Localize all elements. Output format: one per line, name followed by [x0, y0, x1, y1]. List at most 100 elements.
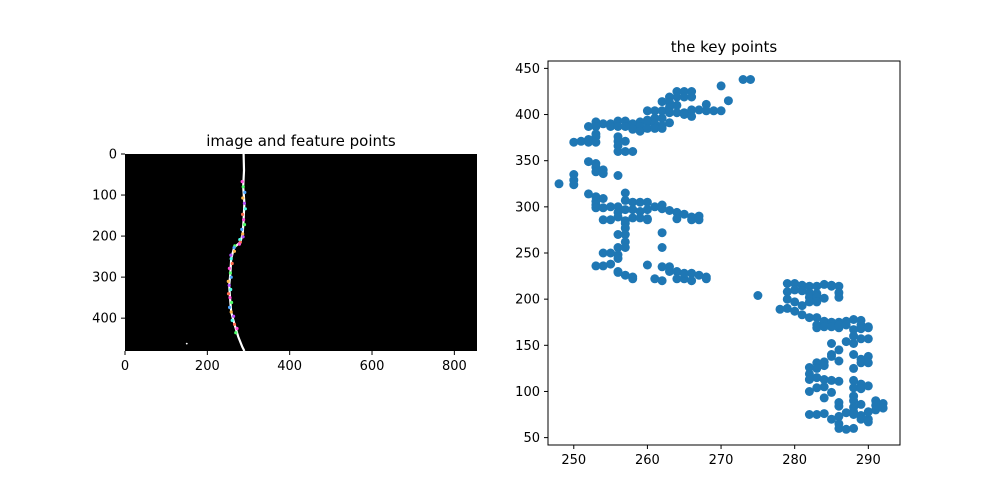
- feature-point: [230, 261, 234, 266]
- scatter-y-tick-label: 100: [515, 385, 540, 400]
- key-point: [620, 270, 630, 280]
- key-point: [613, 254, 623, 263]
- key-point: [723, 96, 733, 106]
- key-point: [775, 304, 785, 314]
- key-point: [782, 303, 792, 313]
- scatter-y-ticks: 50 100 150 200 250 300 350 400 450: [515, 62, 548, 446]
- key-point: [878, 403, 888, 413]
- key-point: [701, 106, 711, 116]
- key-point: [812, 383, 822, 393]
- key-point: [672, 267, 682, 276]
- key-point: [620, 205, 630, 215]
- key-point: [797, 310, 807, 320]
- key-point: [819, 409, 829, 419]
- key-point: [657, 243, 667, 252]
- key-point: [606, 122, 616, 131]
- key-point: [827, 387, 836, 397]
- key-point: [650, 202, 660, 212]
- key-point: [871, 405, 881, 415]
- key-point: [849, 325, 859, 335]
- key-point: [598, 248, 608, 258]
- key-point: [782, 287, 792, 297]
- image-y-tick-label: 200: [92, 230, 117, 245]
- key-point: [628, 274, 638, 284]
- image-y-tick-label: 300: [92, 271, 117, 286]
- scatter-x-tick-label: 270: [709, 453, 734, 468]
- key-point: [856, 414, 866, 424]
- key-point: [797, 301, 807, 311]
- key-point: [642, 106, 652, 116]
- key-point: [613, 122, 623, 131]
- key-point: [716, 106, 726, 116]
- feature-point: [232, 249, 236, 253]
- key-point: [856, 399, 866, 409]
- scatter-y-tick-label: 50: [523, 431, 540, 446]
- feature-point: [230, 300, 234, 305]
- image-background: [125, 154, 477, 351]
- key-point: [657, 123, 667, 133]
- key-point: [672, 108, 682, 118]
- key-point: [782, 279, 792, 288]
- key-point: [606, 248, 616, 258]
- key-point: [804, 313, 814, 323]
- feature-point: [243, 190, 247, 194]
- key-point: [694, 105, 704, 115]
- key-point: [827, 375, 836, 385]
- key-point: [657, 113, 667, 123]
- image-y-tick-label: 400: [92, 312, 117, 327]
- key-point: [856, 384, 866, 394]
- key-point: [642, 117, 652, 127]
- key-point: [665, 267, 674, 276]
- key-point: [672, 214, 682, 224]
- key-point: [679, 110, 689, 119]
- key-point: [849, 350, 859, 359]
- key-point: [819, 361, 829, 371]
- key-point: [701, 274, 711, 284]
- scatter-panel: the key points 250 260 270 280 290 50 100 150 2…: [515, 38, 901, 468]
- key-point: [620, 223, 630, 233]
- key-point: [679, 268, 689, 278]
- key-point: [790, 285, 800, 295]
- key-point: [849, 383, 859, 393]
- scatter-y-tick-label: 300: [515, 200, 540, 215]
- key-point: [657, 106, 667, 116]
- key-point: [620, 136, 630, 146]
- key-point: [849, 375, 859, 385]
- key-point: [635, 126, 645, 136]
- key-point: [827, 281, 836, 291]
- key-point: [569, 180, 579, 190]
- key-point: [598, 169, 608, 179]
- key-point: [628, 213, 638, 223]
- image-panel-title: image and feature points: [206, 132, 396, 150]
- key-point: [841, 337, 851, 347]
- feature-point: [226, 292, 231, 296]
- key-point: [665, 118, 674, 128]
- feature-point: [237, 242, 241, 246]
- key-point: [804, 363, 814, 372]
- key-point: [672, 92, 682, 102]
- key-point: [863, 323, 873, 333]
- key-point: [598, 119, 608, 129]
- feature-point: [240, 227, 244, 231]
- key-point: [620, 195, 630, 205]
- scatter-y-tick-label: 150: [515, 339, 540, 354]
- image-x-ticks: 0 200 400 600 800: [121, 351, 467, 374]
- key-point: [591, 137, 601, 147]
- key-point: [613, 243, 623, 252]
- key-point: [812, 281, 822, 291]
- key-point: [819, 375, 829, 384]
- feature-point: [229, 310, 233, 314]
- key-point: [665, 108, 674, 118]
- key-point: [620, 230, 630, 239]
- key-point: [716, 81, 726, 91]
- key-point: [591, 203, 601, 213]
- key-point: [827, 322, 836, 332]
- key-point: [665, 206, 674, 215]
- feature-point: [226, 279, 230, 283]
- key-point: [642, 123, 652, 133]
- key-point: [613, 267, 623, 277]
- key-point: [863, 351, 873, 361]
- key-point: [834, 292, 844, 302]
- key-point: [687, 105, 697, 115]
- key-point: [709, 106, 719, 116]
